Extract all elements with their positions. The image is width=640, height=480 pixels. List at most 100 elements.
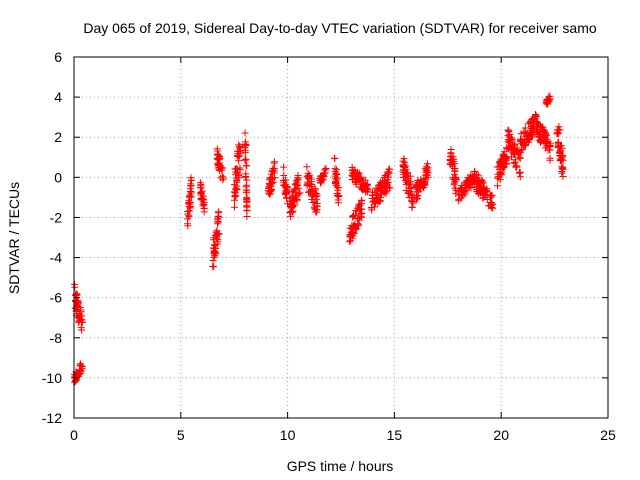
data-point [303,163,311,171]
data-point [361,176,369,184]
data-point [498,165,506,173]
data-point [267,170,275,178]
data-point [504,137,512,145]
data-point [241,156,249,164]
data-point [73,303,81,311]
data-point [216,154,224,162]
data-point [212,244,220,252]
data-point [304,172,312,180]
data-point [378,187,386,195]
data-point [211,242,219,249]
data-point [523,130,531,138]
data-point [555,123,563,131]
data-point [486,191,494,199]
data-point [516,154,524,162]
y-tick-label: -12 [42,410,62,426]
data-point [408,190,416,198]
data-point [348,229,356,237]
data-point [242,183,250,191]
data-point [495,173,503,181]
data-point [353,169,361,177]
data-point [331,155,339,163]
data-point [554,138,562,146]
data-point [214,216,221,224]
data-point [376,197,384,205]
data-point [216,166,224,174]
x-tick-label: 25 [600,427,616,443]
data-point [451,167,459,175]
data-point [418,182,426,190]
data-point [304,180,312,188]
data-point [559,163,567,171]
data-point [242,173,250,181]
data-point [309,199,317,206]
data-point [538,125,546,133]
data-point [386,165,393,173]
data-point [464,180,472,188]
data-point [559,173,567,180]
y-tick-label: -8 [50,330,63,346]
data-point [459,188,466,196]
data-point [266,182,274,190]
data-point [331,165,339,173]
data-point [404,178,412,186]
data-point [243,213,251,220]
data-point [516,153,524,161]
data-point [542,142,550,150]
data-point [209,257,217,264]
data-point [500,148,508,156]
data-point [311,198,319,206]
data-point [451,176,459,184]
data-point [78,365,86,373]
data-point [72,377,79,385]
data-point [544,146,552,154]
data-point [348,222,356,229]
data-point [288,192,296,200]
data-point [532,113,540,121]
data-point [267,186,275,194]
data-point [334,199,342,207]
data-point [513,163,521,171]
data-point [450,179,458,187]
data-point [375,184,383,192]
data-point [311,184,319,192]
data-point [346,238,354,246]
data-point [269,175,276,183]
data-point [210,234,218,242]
plot-frame [73,56,609,419]
y-tick-label: 4 [54,89,62,105]
y-tick-label: 6 [54,49,62,65]
data-point [511,149,518,157]
data-point [511,156,519,164]
data-point [448,158,456,166]
data-point [287,213,295,221]
data-point [476,186,484,194]
data-point [496,169,504,177]
data-point [233,182,240,190]
data-point [372,194,380,201]
data-point [78,326,86,334]
data-point [333,183,341,191]
data-point [230,196,238,204]
data-point [321,166,329,174]
data-point [508,136,516,144]
data-point [186,185,194,193]
data-point [518,146,526,153]
data-point [184,215,192,223]
data-point [214,236,222,244]
data-point [355,200,363,208]
data-point [241,141,249,149]
data-point [231,203,238,211]
data-point [196,179,204,187]
y-tick-label: -10 [42,370,62,386]
data-point [527,119,535,126]
data-point [78,315,86,323]
data-point [71,283,79,291]
data-point [241,129,249,137]
data-point [474,190,482,197]
data-point [485,202,493,210]
data-point [270,158,278,166]
data-point [185,212,193,220]
data-point [74,313,82,321]
data-point [357,175,365,183]
